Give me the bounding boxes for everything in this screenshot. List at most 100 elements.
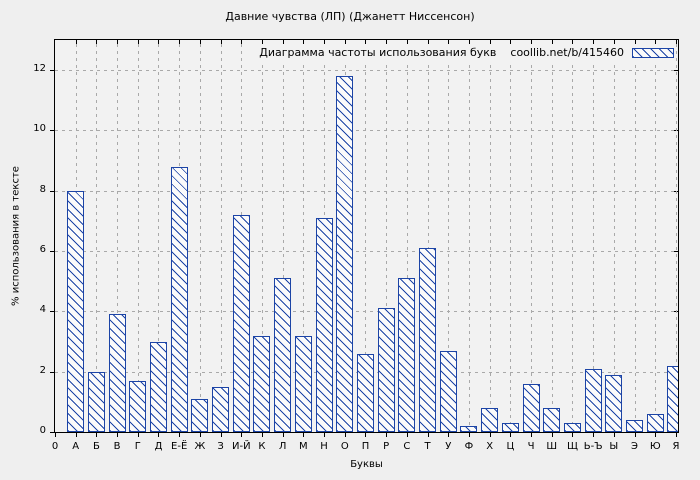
bar [356,353,374,432]
v-gridline [365,40,367,432]
v-gridline [303,40,305,432]
top-tick [137,40,139,44]
x-axis-label: Буквы [350,459,383,470]
h-gridline [55,190,678,192]
bar [212,386,230,432]
chart-title: Давние чувства (ЛП) (Джанетт Ниссенсон) [225,10,475,23]
legend-source-label: coollib.net/b/415460 [510,46,624,59]
x-tick [675,433,677,437]
top-tick [468,40,470,44]
top-tick [489,40,491,44]
y-tick-label: 2 [39,364,46,376]
top-tick [386,40,388,44]
top-tick [303,40,305,44]
y-tick-label: 0 [39,425,46,436]
x-tick [427,433,429,437]
y-tick-label: 10 [33,123,46,135]
x-tick-label: Н [320,441,328,452]
x-tick [282,433,284,437]
top-tick [675,40,677,44]
h-gridline [55,70,678,72]
bar [108,314,126,432]
x-tick-label: Л [278,441,287,452]
top-tick [572,40,574,44]
x-tick-label: 0 [51,441,59,452]
bar [67,190,85,432]
x-tick-label: П [361,441,370,452]
x-tick-label: Ь-Ъ [583,441,603,452]
x-tick-label: И-Й [231,441,251,452]
h-gridline [55,311,678,313]
bar [191,398,209,432]
x-tick-label: Я [672,441,680,452]
x-tick [489,433,491,437]
x-tick-label: А [72,441,80,452]
bar [336,76,354,432]
v-gridline [489,40,491,432]
v-gridline [468,40,470,432]
v-gridline [613,40,615,432]
top-tick [510,40,512,44]
bar [294,335,312,432]
legend-label: Диаграмма частоты использования букв [259,46,497,59]
bar [398,278,416,432]
bar [87,371,105,432]
bar [439,350,457,432]
top-tick [344,40,346,44]
top-tick [179,40,181,44]
x-tick [303,433,305,437]
x-tick-label: Д [154,441,163,452]
x-tick-label: Ф [464,441,474,452]
h-gridline [55,130,678,132]
top-tick [551,40,553,44]
v-gridline [531,40,533,432]
x-tick [199,433,201,437]
top-tick [655,40,657,44]
x-tick [406,433,408,437]
x-tick [613,433,615,437]
top-tick [282,40,284,44]
bar [626,419,644,432]
top-tick [406,40,408,44]
x-tick-label: Х [486,441,494,452]
x-tick [96,433,98,437]
top-tick [158,40,160,44]
bar [377,308,395,432]
top-tick [96,40,98,44]
v-gridline [551,40,553,432]
x-tick-label: С [403,441,411,452]
x-tick [324,433,326,437]
v-gridline [406,40,408,432]
x-tick [448,433,450,437]
legend-swatch-icon [632,47,674,58]
x-tick-label: Ч [527,441,535,452]
x-tick [531,433,533,437]
bar [605,374,623,432]
h-gridline [55,251,678,253]
v-gridline [593,40,595,432]
plot-area: Диаграмма частоты использования букв cool… [54,39,679,433]
bar [129,380,147,432]
top-tick [593,40,595,44]
top-tick [241,40,243,44]
x-tick [179,433,181,437]
x-tick [655,433,657,437]
x-tick [510,433,512,437]
y-tick-label: 8 [39,183,46,195]
bar [274,278,292,432]
x-tick [55,433,56,437]
x-tick [593,433,595,437]
y-axis-label: % использования в тексте [10,166,22,306]
x-tick-label: Р [383,441,390,452]
v-gridline [158,40,160,432]
v-gridline [655,40,657,432]
v-gridline [510,40,512,432]
v-gridline [427,40,429,432]
bar [253,335,271,432]
x-tick-label: В [113,441,121,452]
x-tick [344,433,346,437]
x-tick-label: З [217,441,224,452]
x-tick [572,433,574,437]
top-tick [613,40,615,44]
y-tick-label: 12 [33,63,46,75]
